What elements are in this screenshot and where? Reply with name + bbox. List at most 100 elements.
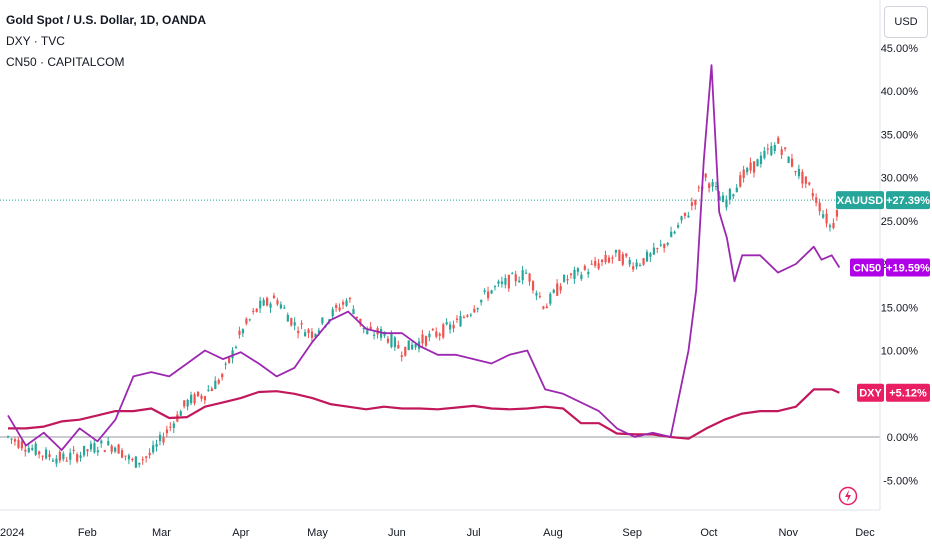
- candle-body: [279, 304, 283, 309]
- candle-body: [559, 286, 562, 291]
- candle-body: [556, 283, 559, 296]
- candle-body: [490, 290, 493, 294]
- candle-body: [676, 225, 680, 228]
- candle-body: [297, 330, 300, 334]
- candle-body: [158, 434, 162, 442]
- y-tick-label: 15.00%: [881, 302, 919, 314]
- candle-body: [500, 281, 504, 284]
- candle-body: [352, 309, 355, 314]
- candle-body: [770, 146, 773, 156]
- legend-title[interactable]: Gold Spot / U.S. Dollar, 1D, OANDA: [6, 13, 207, 27]
- candle-body: [566, 279, 569, 281]
- candle-body: [200, 395, 203, 399]
- candle-body: [435, 331, 438, 337]
- candle-body: [48, 454, 51, 458]
- candle-body: [44, 449, 48, 459]
- candle-body: [127, 455, 131, 460]
- candle-body: [41, 455, 44, 457]
- candle-body: [266, 297, 269, 306]
- x-tick-label: Jul: [467, 527, 481, 539]
- candle-body: [697, 187, 700, 189]
- candle-body: [493, 286, 497, 288]
- candle-body: [114, 447, 117, 452]
- candle-body: [683, 212, 687, 216]
- candle-body: [835, 210, 839, 217]
- candle-body: [17, 439, 20, 448]
- y-axis[interactable]: 45.00%40.00%35.00%30.00%25.00%20.00%15.0…: [881, 43, 919, 488]
- candle-body: [286, 314, 289, 322]
- flash-icon[interactable]: [838, 486, 858, 506]
- candle-body: [373, 334, 376, 336]
- candle-body: [687, 215, 690, 218]
- candle-body: [79, 455, 82, 458]
- x-tick-label: Nov: [778, 527, 798, 539]
- candle-body: [69, 452, 72, 460]
- candle-body: [797, 168, 801, 177]
- price-label-value-bg: [886, 383, 930, 402]
- candle-body: [618, 249, 621, 261]
- x-tick-label: Aug: [543, 527, 563, 539]
- candle-body: [483, 290, 486, 292]
- candle-body: [818, 202, 821, 212]
- candle-body: [552, 289, 555, 293]
- legend-dxy[interactable]: DXY · TVC: [6, 34, 65, 48]
- candle-body: [766, 148, 769, 150]
- currency-button[interactable]: USD: [884, 6, 928, 38]
- candle-body: [597, 263, 600, 269]
- candle-body: [390, 333, 393, 348]
- candle-body: [411, 344, 414, 350]
- candle-body: [366, 330, 369, 335]
- candle-body: [438, 333, 441, 336]
- candle-body: [725, 199, 728, 208]
- x-tick-label: Sep: [622, 527, 642, 539]
- series-lines: [7, 64, 841, 451]
- candle-body: [759, 155, 763, 165]
- candle-body: [20, 441, 24, 449]
- candle-body: [407, 340, 410, 351]
- y-tick-label: -5.00%: [883, 475, 918, 487]
- candle-body: [404, 346, 407, 356]
- candle-body: [89, 443, 93, 450]
- candle-body: [825, 213, 828, 224]
- candle-body: [621, 254, 624, 265]
- candle-body: [82, 445, 86, 456]
- legend-cn50[interactable]: CN50 · CAPITALCOM: [6, 55, 125, 69]
- candle-body: [386, 338, 390, 343]
- candle-body: [355, 316, 359, 319]
- y-tick-label: 45.00%: [881, 43, 919, 55]
- candle-body: [293, 322, 296, 326]
- x-tick-label: Mar: [152, 527, 171, 539]
- x-axis[interactable]: 2024 Feb Mar Apr May Jun Jul Aug Sep Oct Nov Dec: [0, 527, 875, 539]
- candle-body: [252, 310, 255, 312]
- price-label-name-bg: [836, 191, 884, 210]
- candle-body: [670, 231, 673, 238]
- candle-body: [428, 333, 431, 338]
- candle-body: [607, 257, 611, 263]
- candle-body: [504, 278, 507, 285]
- candle-body: [165, 429, 169, 434]
- candle-body: [449, 324, 452, 330]
- candle-body: [732, 194, 735, 197]
- candle-body: [272, 295, 276, 299]
- x-tick-label: May: [307, 527, 328, 539]
- candle-body: [542, 306, 545, 309]
- candle-body: [576, 268, 580, 272]
- x-tick-label: Oct: [700, 527, 717, 539]
- candle-body: [110, 445, 113, 452]
- candle-body: [469, 314, 472, 316]
- x-tick-label: 2024: [0, 527, 24, 539]
- candle-body: [7, 436, 10, 438]
- candle-body: [711, 181, 714, 187]
- candle-body: [531, 281, 535, 291]
- candle-body: [314, 333, 317, 338]
- candle-body: [310, 331, 314, 338]
- candle-body: [379, 329, 383, 338]
- candle-body: [245, 318, 248, 324]
- candle-body: [594, 260, 597, 266]
- candle-body: [777, 137, 780, 144]
- candle-body: [304, 332, 307, 337]
- candle-body: [290, 318, 293, 326]
- candle-body: [124, 455, 127, 457]
- candle-body: [317, 330, 321, 334]
